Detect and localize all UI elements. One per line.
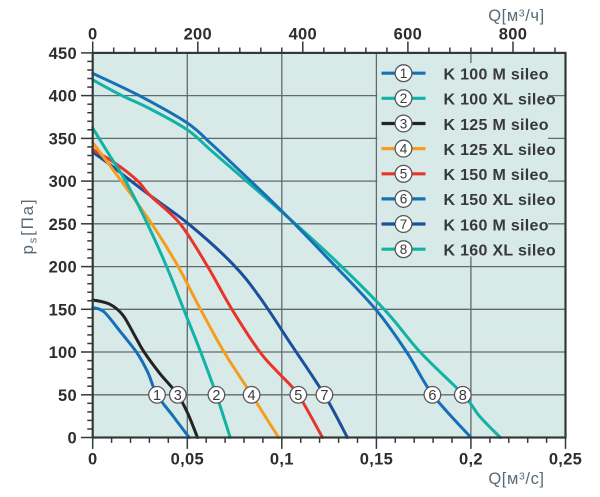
svg-text:0: 0	[68, 430, 77, 448]
svg-text:800: 800	[499, 25, 527, 43]
svg-text:4: 4	[400, 141, 408, 156]
svg-text:K 160 XL sileo: K 160 XL sileo	[444, 243, 556, 260]
svg-text:8: 8	[459, 388, 467, 404]
svg-text:50: 50	[58, 387, 77, 405]
svg-text:400: 400	[289, 25, 317, 43]
svg-text:5: 5	[294, 388, 302, 404]
svg-text:300: 300	[49, 173, 77, 191]
svg-text:150: 150	[49, 301, 77, 319]
svg-text:K 150 XL sileo: K 150 XL sileo	[444, 192, 556, 209]
svg-text:600: 600	[394, 25, 422, 43]
svg-text:K 100 M sileo: K 100 M sileo	[444, 67, 549, 84]
svg-text:0: 0	[88, 450, 97, 468]
svg-text:5: 5	[400, 167, 408, 182]
svg-text:0,15: 0,15	[360, 450, 393, 468]
svg-text:250: 250	[49, 216, 77, 234]
svg-text:1: 1	[400, 66, 408, 81]
svg-text:K 160 M sileo: K 160 M sileo	[444, 217, 549, 234]
svg-text:Q[м3/ч]: Q[м3/ч]	[488, 7, 545, 25]
svg-text:0,05: 0,05	[171, 450, 204, 468]
svg-text:0,1: 0,1	[270, 450, 294, 468]
svg-text:0,2: 0,2	[459, 450, 483, 468]
svg-text:3: 3	[400, 116, 408, 131]
svg-text:2: 2	[212, 388, 220, 404]
svg-text:0,25: 0,25	[549, 450, 582, 468]
svg-text:4: 4	[248, 388, 256, 404]
svg-text:3: 3	[174, 388, 182, 404]
svg-text:K 125 M sileo: K 125 M sileo	[444, 117, 549, 134]
svg-text:6: 6	[400, 192, 408, 207]
svg-text:8: 8	[400, 242, 408, 257]
svg-text:350: 350	[49, 131, 77, 149]
svg-text:1: 1	[153, 388, 161, 404]
svg-text:ps[Па]: ps[Па]	[18, 198, 40, 255]
svg-text:K 125 XL sileo: K 125 XL sileo	[444, 142, 556, 159]
svg-text:200: 200	[184, 25, 212, 43]
svg-text:7: 7	[320, 388, 328, 404]
svg-text:2: 2	[400, 91, 408, 106]
svg-text:Q[м3/с]: Q[м3/с]	[488, 470, 544, 488]
svg-text:K 150 M sileo: K 150 M sileo	[444, 167, 549, 184]
svg-text:200: 200	[49, 259, 77, 277]
svg-text:450: 450	[49, 45, 77, 63]
svg-text:K 100 XL sileo: K 100 XL sileo	[444, 92, 556, 109]
svg-text:100: 100	[49, 344, 77, 362]
svg-text:400: 400	[49, 88, 77, 106]
svg-text:0: 0	[88, 25, 97, 43]
svg-text:6: 6	[428, 388, 436, 404]
svg-text:7: 7	[400, 217, 408, 232]
